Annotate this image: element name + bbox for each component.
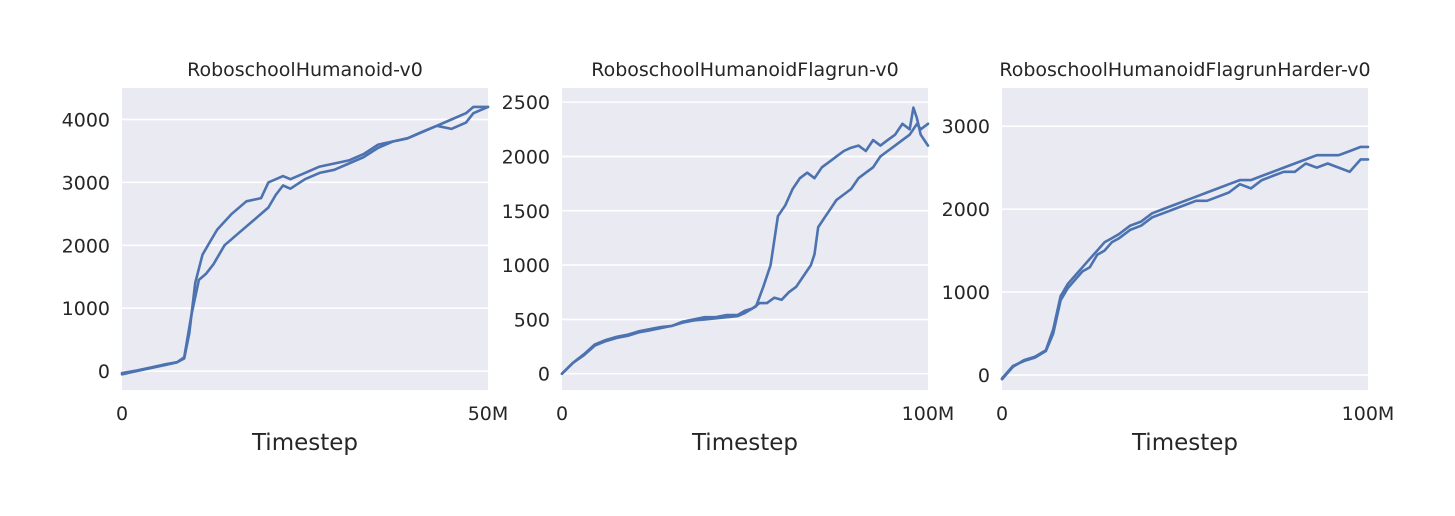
y-tick-label: 2000 [502,146,550,168]
panel-flagrun: 0 500 1000 1500 2000 2500 0 100M RoboschoolHum… [502,59,955,456]
y-tick-label: 1000 [62,298,110,320]
x-tick-label: 100M [1342,403,1395,425]
series-line-2 [560,122,930,376]
series-line-2 [1000,158,1370,380]
y-tick-label: 2000 [942,199,990,221]
xticks-flagrun-harder: 0 100M [996,403,1394,425]
series-line-2 [120,105,490,375]
plot-area-flagrun [562,88,928,390]
y-tick-label: 2500 [502,92,550,114]
x-tick-label: 0 [996,403,1008,425]
y-tick-label: 4000 [62,109,110,131]
chart-title-flagrun-harder: RoboschoolHumanoidFlagrunHarder-v0 [999,59,1370,81]
y-tick-label: 2000 [62,235,110,257]
series-line-1 [1000,145,1370,381]
yticks-flagrun-harder: 0 1000 2000 3000 [942,116,990,387]
x-axis-label-flagrun: Timestep [691,430,798,456]
panel-humanoid: 0 1000 2000 3000 4000 0 50M RoboschoolHumanoi… [62,59,509,456]
xticks-humanoid: 0 50M [116,403,508,425]
x-tick-label: 100M [902,403,955,425]
chart-title-flagrun: RoboschoolHumanoidFlagrun-v0 [591,59,899,81]
y-tick-label: 3000 [62,172,110,194]
gridlines-humanoid [122,118,488,372]
y-tick-label: 0 [538,364,550,386]
gridlines-flagrun [562,101,928,375]
x-axis-label-flagrun-harder: Timestep [1131,430,1238,456]
y-tick-label: 1000 [502,255,550,277]
plot-area-flagrun-harder [1002,88,1368,390]
yticks-flagrun: 0 500 1000 1500 2000 2500 [502,92,550,386]
yticks-humanoid: 0 1000 2000 3000 4000 [62,109,110,383]
lines-flagrun [560,106,930,376]
xticks-flagrun: 0 100M [556,403,954,425]
lines-flagrun-harder [1000,145,1370,381]
x-tick-label: 0 [116,403,128,425]
plot-area-humanoid [122,88,488,390]
panel-flagrun-harder: 0 1000 2000 3000 0 100M RoboschoolHumanoidFl… [942,59,1395,456]
y-tick-label: 500 [514,309,550,331]
lines-humanoid [120,105,490,376]
x-tick-label: 0 [556,403,568,425]
y-tick-label: 0 [98,361,110,383]
y-tick-label: 1000 [942,282,990,304]
x-tick-label: 50M [468,403,509,425]
chart-title-humanoid: RoboschoolHumanoid-v0 [187,59,423,81]
y-tick-label: 1500 [502,201,550,223]
y-tick-label: 3000 [942,116,990,138]
x-axis-label-humanoid: Timestep [251,430,358,456]
y-tick-label: 0 [978,365,990,387]
